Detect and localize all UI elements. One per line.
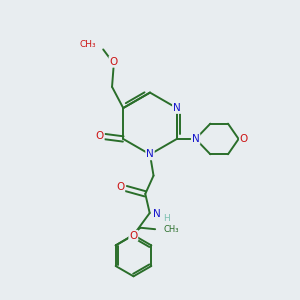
Text: H: H [164, 214, 170, 223]
Text: O: O [116, 182, 124, 192]
Text: O: O [129, 231, 137, 241]
Text: O: O [95, 131, 104, 141]
Text: O: O [240, 134, 248, 144]
Text: N: N [146, 149, 154, 159]
Text: N: N [153, 208, 161, 219]
Text: N: N [173, 103, 181, 113]
Text: CH₃: CH₃ [164, 225, 179, 234]
Text: N: N [192, 134, 200, 144]
Text: CH₃: CH₃ [79, 40, 96, 49]
Text: O: O [110, 57, 118, 67]
